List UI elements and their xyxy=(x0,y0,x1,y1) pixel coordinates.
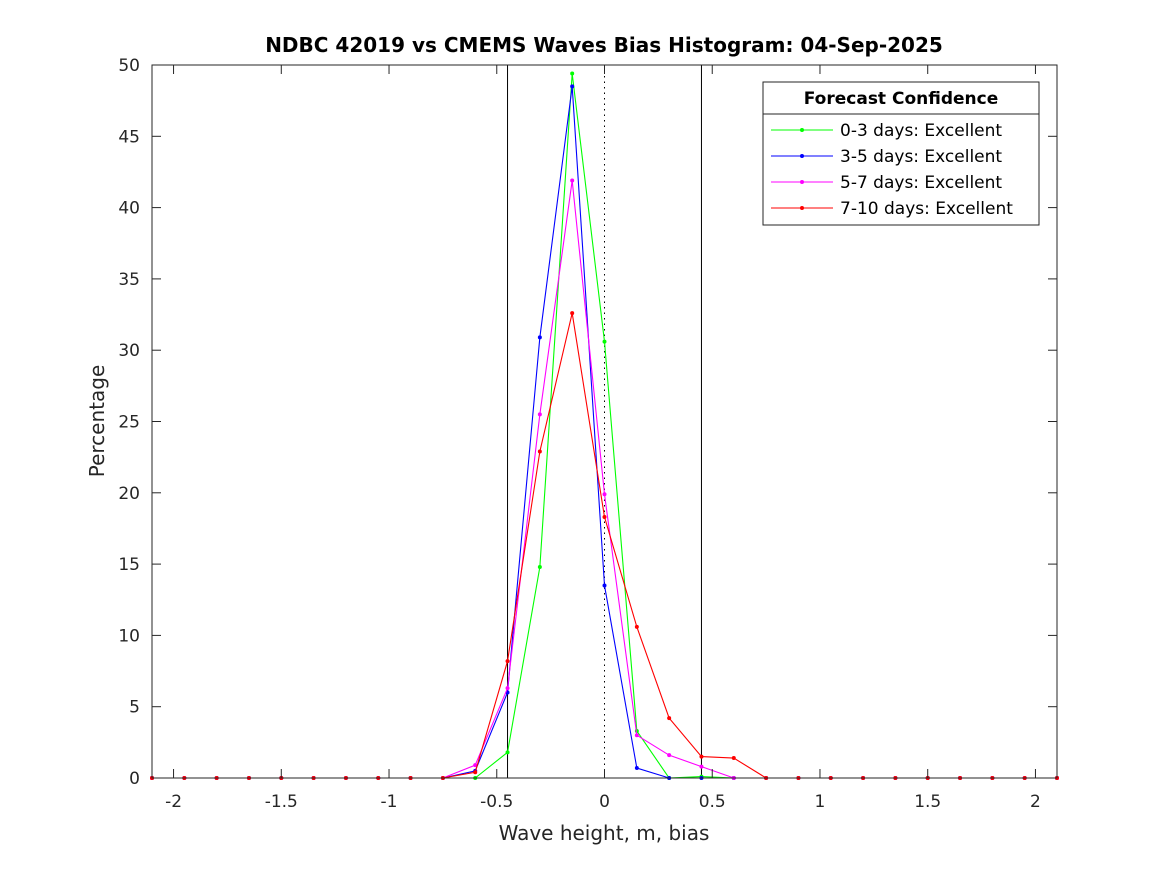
y-tick-label: 25 xyxy=(118,413,140,433)
legend-box xyxy=(762,81,1040,226)
data-point xyxy=(570,178,575,183)
legend-marker xyxy=(800,180,804,184)
x-tick-label: 1.5 xyxy=(914,792,941,812)
x-axis-label: Wave height, m, bias xyxy=(499,821,710,845)
y-tick-label: 30 xyxy=(118,341,140,361)
y-axis-label: Percentage xyxy=(85,365,109,478)
y-tick-label: 10 xyxy=(118,626,140,646)
legend-entries: 0-3 days: Excellent 3-5 days: Excellent 5-… xyxy=(771,121,1013,219)
data-point xyxy=(731,756,736,761)
data-point xyxy=(505,686,510,691)
y-tick-label: 20 xyxy=(118,484,140,504)
legend-entry: 0-3 days: Excellent xyxy=(771,121,1002,141)
data-point xyxy=(505,659,510,664)
legend-label: 7-10 days: Excellent xyxy=(840,199,1013,219)
legend-marker xyxy=(800,154,804,158)
axis-ticks xyxy=(152,64,1057,779)
data-point xyxy=(634,733,639,738)
data-point xyxy=(537,335,542,340)
data-point xyxy=(634,766,639,771)
legend-entry: 3-5 days: Excellent xyxy=(771,147,1002,167)
x-tick-label: 2 xyxy=(1030,792,1041,812)
data-point xyxy=(473,763,478,768)
data-point xyxy=(634,624,639,629)
x-tick-labels: -2 -1.5 -1 -0.5 0 0.5 1 1.5 2 xyxy=(165,792,1041,812)
y-tick-label: 40 xyxy=(118,199,140,219)
data-point xyxy=(570,311,575,316)
y-tick-labels: 0 5 10 15 20 25 30 35 40 45 50 xyxy=(118,56,140,789)
x-tick-label: 1 xyxy=(815,792,826,812)
legend-title: Forecast Confidence xyxy=(804,89,999,109)
data-point xyxy=(537,412,542,417)
y-tick-label: 0 xyxy=(129,769,140,789)
chart-title: NDBC 42019 vs CMEMS Waves Bias Histogram… xyxy=(265,33,943,57)
legend-entry: 5-7 days: Excellent xyxy=(771,173,1002,193)
x-tick-label: 0 xyxy=(599,792,610,812)
x-tick-label: -2 xyxy=(165,792,182,812)
y-tick-label: 45 xyxy=(118,127,140,147)
data-point xyxy=(537,449,542,454)
data-point xyxy=(667,753,672,758)
x-tick-label: 0.5 xyxy=(699,792,726,812)
legend-marker xyxy=(800,206,804,210)
x-tick-label: -1 xyxy=(381,792,398,812)
data-point xyxy=(602,339,607,344)
data-point xyxy=(537,564,542,569)
y-tick-label: 15 xyxy=(118,555,140,575)
data-point xyxy=(602,583,607,588)
data-point xyxy=(570,71,575,76)
x-tick-label: -1.5 xyxy=(265,792,298,812)
data-point xyxy=(570,84,575,89)
y-tick-label: 5 xyxy=(129,698,140,718)
legend-label: 0-3 days: Excellent xyxy=(840,121,1002,141)
data-point xyxy=(602,492,607,497)
data-point xyxy=(473,770,478,775)
data-point xyxy=(699,754,704,759)
legend-marker xyxy=(800,128,804,132)
x-tick-label: -0.5 xyxy=(480,792,513,812)
legend-label: 5-7 days: Excellent xyxy=(840,173,1002,193)
legend: Forecast Confidence 0-3 days: Excellent 3… xyxy=(762,81,1040,226)
data-point xyxy=(602,515,607,520)
legend-entry: 7-10 days: Excellent xyxy=(771,199,1013,219)
data-point xyxy=(667,716,672,721)
legend-label: 3-5 days: Excellent xyxy=(840,147,1002,167)
data-point xyxy=(699,764,704,769)
y-tick-label: 50 xyxy=(118,56,140,76)
data-point xyxy=(505,750,510,755)
y-tick-label: 35 xyxy=(118,270,140,290)
